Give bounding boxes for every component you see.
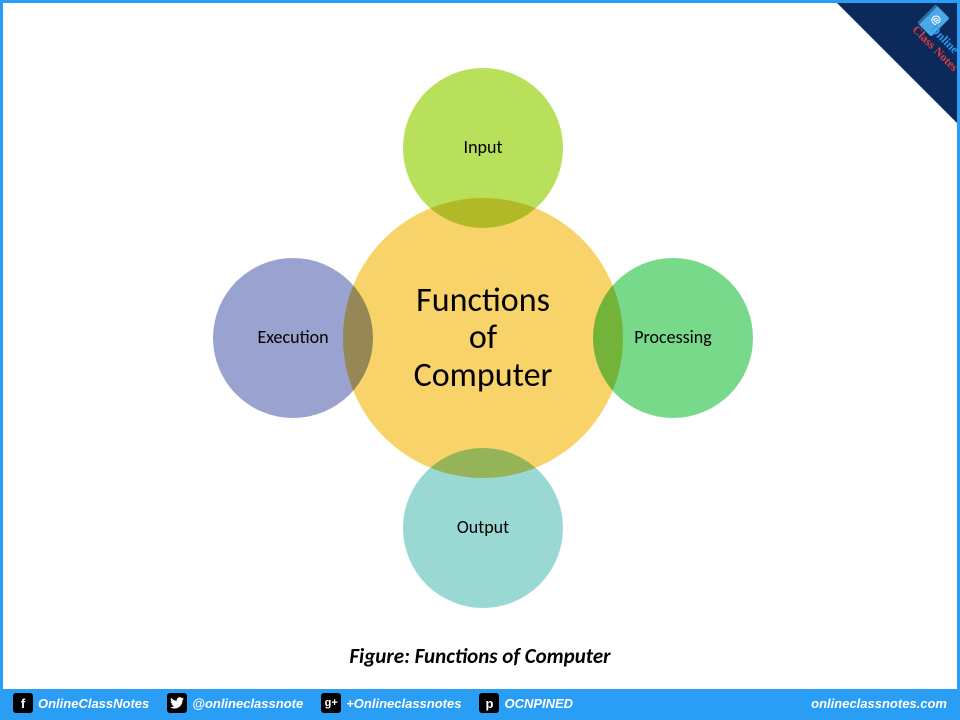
- twitter-icon: [167, 693, 187, 713]
- pinterest-handle: OCNPINED: [504, 696, 573, 711]
- slide-frame: FunctionsofComputer Input Processing Out…: [0, 0, 960, 720]
- outer-label-processing: Processing: [634, 328, 711, 348]
- social-pinterest: p OCNPINED: [479, 693, 573, 713]
- facebook-handle: OnlineClassNotes: [38, 696, 149, 711]
- outer-label-input: Input: [464, 138, 503, 158]
- outer-circle-input: Input: [403, 68, 563, 228]
- figure-caption: Figure: Functions of Computer: [3, 643, 957, 669]
- social-facebook: f OnlineClassNotes: [13, 693, 149, 713]
- facebook-icon: f: [13, 693, 33, 713]
- footer-site: onlineclassnotes.com: [811, 696, 947, 711]
- twitter-handle: @onlineclassnote: [192, 696, 303, 711]
- outer-circle-execution: Execution: [213, 258, 373, 418]
- outer-circle-processing: Processing: [593, 258, 753, 418]
- pinterest-icon: p: [479, 693, 499, 713]
- center-label: FunctionsofComputer: [414, 282, 553, 394]
- outer-label-execution: Execution: [257, 328, 328, 348]
- outer-label-output: Output: [457, 518, 509, 538]
- social-googleplus: g+ +Onlineclassnotes: [321, 693, 461, 713]
- diagram-area: FunctionsofComputer Input Processing Out…: [3, 3, 957, 717]
- social-twitter: @onlineclassnote: [167, 693, 303, 713]
- outer-circle-output: Output: [403, 448, 563, 608]
- corner-badge: Online Class Notes: [837, 3, 957, 123]
- googleplus-handle: +Onlineclassnotes: [346, 696, 461, 711]
- googleplus-icon: g+: [321, 693, 341, 713]
- footer-bar: f OnlineClassNotes @onlineclassnote g+ +…: [3, 689, 957, 717]
- center-circle: FunctionsofComputer: [343, 198, 623, 478]
